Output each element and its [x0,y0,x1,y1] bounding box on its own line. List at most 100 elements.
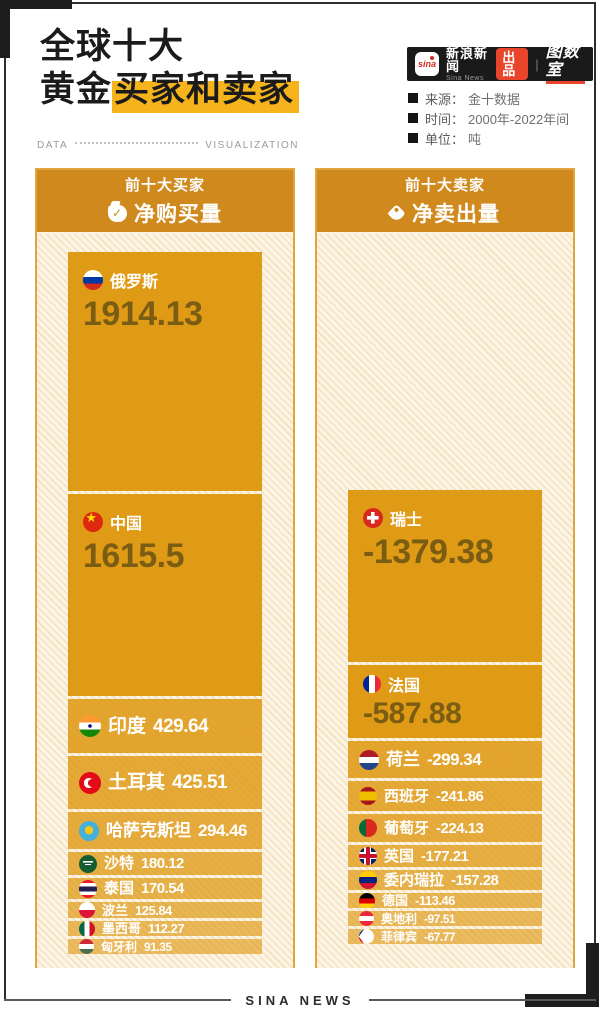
bar-gb: 英国 -177.21 [348,845,542,867]
flag-es-icon [359,787,377,805]
bar-tr: 土耳其 425.51 [68,756,262,809]
meta-source: 来源： 金十数据 [408,88,569,108]
flag-sa-icon [79,854,97,873]
bar-at: 奥地利 -97.51 [348,911,542,926]
bar-name-row: 俄罗斯 [83,268,262,292]
country-label: 波兰 [102,902,129,918]
sellers-header: 前十大卖家 净卖出量 [317,170,573,234]
country-label: 菲律宾 [381,929,418,944]
bar-pt: 葡萄牙 -224.13 [348,814,542,842]
corner-bracket-top-left [0,0,72,9]
value-label: 425.51 [172,772,228,793]
sellers-header-line2: 净卖出量 [317,198,573,228]
flag-ch-icon [363,508,383,528]
country-label: 委内瑞拉 [384,871,445,889]
value-label: 1914.13 [83,295,203,333]
divider-right-label: VISUALIZATION [205,140,299,151]
flag-at-icon [359,911,374,926]
frame-border-top [4,2,596,4]
country-label: 奥地利 [381,911,418,926]
meta-unit: 单位： 吨 [408,128,569,148]
title-line-2-prefix: 黄金 [40,69,113,109]
buyers-header-line1: 前十大买家 [124,177,205,194]
footer-label: SINA NEWS [245,992,355,1008]
flag-gb-icon [359,847,377,865]
bar-nl: 荷兰 -299.34 [348,741,542,778]
bar-de: 德国 -113.46 [348,893,542,908]
value-label: -224.13 [436,819,484,837]
sellers-panel: 前十大卖家 净卖出量 瑞士 -1379.38 法国 -587.88 荷兰 -299.34 西… [315,168,575,968]
buyers-header: 前十大买家 净购买量 [37,170,293,234]
flag-fr-icon [363,675,381,693]
bar-th: 泰国 170.54 [68,878,262,899]
title-highlight: 买家和卖家 [112,69,300,113]
bullet-square-icon [408,113,418,123]
value-label: -241.86 [436,787,484,805]
buyers-body: 俄罗斯 1914.13 中国 1615.5 印度 429.64 土耳其 425.51 哈萨克斯坦… [37,234,293,968]
flag-hu-icon [79,939,94,954]
flag-ru-icon [83,270,103,290]
data-room-logo: 图数室 [545,44,585,84]
produced-by-badge: 出品 [496,48,529,80]
value-label: -113.46 [415,893,455,908]
country-label: 中国 [110,516,143,533]
page-title: 全球十大 黄金买家和卖家 [40,26,300,113]
sina-app-icon: sina [415,52,439,76]
country-label: 土耳其 [108,772,166,793]
value-label: -1379.38 [363,533,494,571]
country-label: 墨西哥 [102,921,142,936]
flag-in-icon [79,715,101,737]
bar-cn: 中国 1615.5 [68,494,262,696]
brand-name-cn: 新浪新闻 [446,45,489,74]
meta-period: 时间： 2000年-2022年间 [408,108,569,128]
buyers-bars: 俄罗斯 1914.13 中国 1615.5 印度 429.64 土耳其 425.51 哈萨克斯坦… [68,252,262,954]
bar-ve: 委内瑞拉 -157.28 [348,870,542,890]
country-label: 俄罗斯 [110,274,159,291]
value-label: 180.12 [141,855,184,872]
country-label: 瑞士 [390,512,423,529]
money-bag-icon [108,204,127,222]
value-label: -177.21 [421,847,469,865]
divider-left-label: DATA [37,140,69,151]
bar-kz: 哈萨克斯坦 294.46 [68,812,262,849]
value-label: 125.84 [135,902,172,918]
country-label: 沙特 [104,855,135,872]
dotted-line [75,141,199,144]
country-label: 法国 [388,678,421,695]
bullet-square-icon [408,93,418,103]
flag-ve-icon [359,871,377,889]
chart-columns: 前十大买家 净购买量 俄罗斯 1914.13 中国 1615.5 印度 429.64 土耳其… [35,168,575,968]
bar-hu: 匈牙利 91.35 [68,939,262,954]
flag-mx-icon [79,921,95,936]
title-line-2: 黄金买家和卖家 [40,69,300,113]
value-label: 91.35 [144,939,172,954]
bar-mx: 墨西哥 112.27 [68,921,262,936]
corner-bracket-bottom-right [586,943,599,1007]
bar-ru: 俄罗斯 1914.13 [68,252,262,491]
sellers-body: 瑞士 -1379.38 法国 -587.88 荷兰 -299.34 西班牙 -241.86 葡萄… [317,234,573,968]
value-label: 112.27 [148,921,185,936]
country-label: 葡萄牙 [384,819,430,837]
flag-nl-icon [359,749,379,770]
flag-kz-icon [79,820,99,841]
bullet-square-icon [408,133,418,143]
value-label: -97.51 [424,911,456,926]
footer-line-left [4,999,232,1001]
footer: SINA NEWS [4,992,597,1008]
meta-list: 来源： 金十数据 时间： 2000年-2022年间 单位： 吨 [408,88,569,148]
country-label: 荷兰 [386,750,420,769]
corner-bracket-top-left [0,0,10,58]
brand-bar: sina 新浪新闻 Sina News 出品 | 图数室 [407,44,593,84]
bar-name-row: 法国 [363,672,542,696]
flag-th-icon [79,879,97,898]
footer-line-right [368,999,597,1001]
flag-ph-icon [359,929,374,944]
buyers-header-line2: 净购买量 [37,198,293,228]
price-tag-icon [387,203,406,223]
bar-es: 西班牙 -241.86 [348,781,542,811]
bar-ph: 菲律宾 -67.77 [348,929,542,944]
value-label: 294.46 [198,821,248,840]
country-label: 英国 [384,847,415,865]
bar-in: 印度 429.64 [68,699,262,753]
